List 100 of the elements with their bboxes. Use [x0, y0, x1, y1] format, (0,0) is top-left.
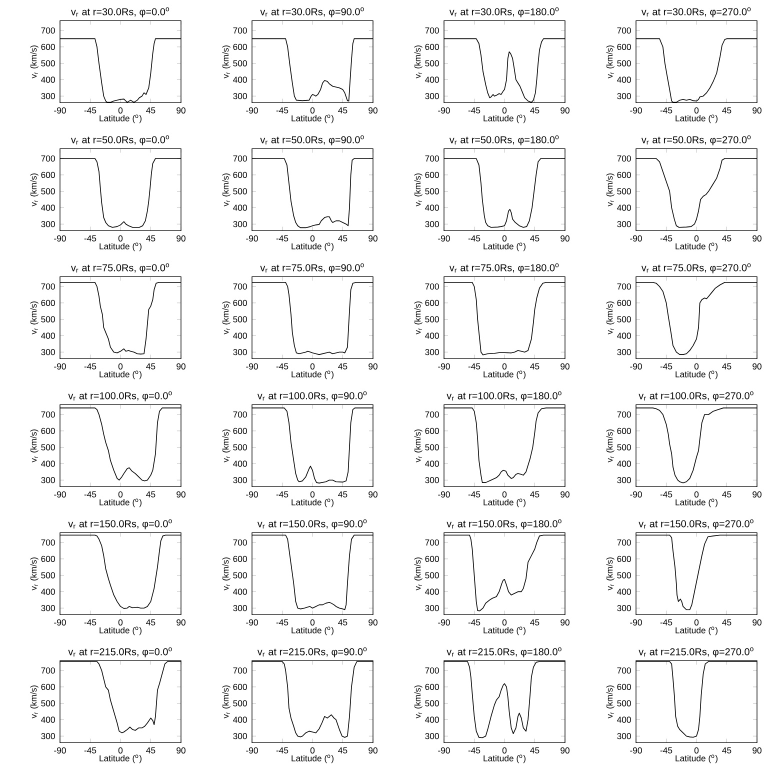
y-tick-label: 700 — [233, 667, 247, 674]
x-tick-label: -90 — [438, 235, 450, 242]
x-tick-label: -45 — [660, 235, 672, 242]
y-tick-label: 600 — [425, 172, 439, 178]
y-tick-label: 500 — [41, 316, 55, 322]
x-tick-label: -45 — [84, 235, 96, 242]
chart-title: v$_{r}$ at r=100.0Rs, φ=0.0$^{o}$ — [68, 391, 172, 402]
y-tick-label: 600 — [425, 428, 439, 434]
x-tick-label: 0 — [118, 747, 123, 754]
x-tick-label: -90 — [438, 491, 450, 498]
y-tick-label: 700 — [41, 411, 55, 418]
y-tick-label: 700 — [233, 27, 247, 34]
x-axis-title: Latitude ($^{o}$) — [100, 498, 142, 508]
x-tick-label: 90 — [368, 491, 378, 498]
y-tick-label: 700 — [41, 27, 55, 34]
x-axis-title: Latitude ($^{o}$) — [100, 754, 142, 764]
x-tick-label: -90 — [246, 747, 258, 754]
x-tick-label: 0 — [310, 619, 315, 626]
y-tick-label: 600 — [233, 684, 247, 690]
x-tick-label: -45 — [468, 107, 480, 114]
y-tick-label: 300 — [425, 221, 439, 228]
x-tick-label: -90 — [630, 747, 642, 754]
y-axis-title: v$_{r}$ (km/s) — [222, 173, 230, 206]
x-tick-label: 90 — [368, 747, 378, 754]
x-tick-label: -45 — [660, 747, 672, 754]
y-tick-label: 300 — [425, 733, 439, 740]
y-tick-label: 500 — [233, 316, 247, 322]
line-series — [252, 408, 373, 484]
y-tick-label: 600 — [233, 44, 247, 50]
y-axis-title: v$_{r}$ (km/s) — [606, 173, 614, 206]
y-tick-label: 700 — [425, 539, 439, 546]
x-tick-label: 45 — [530, 491, 540, 498]
x-tick-label: 45 — [146, 235, 156, 242]
y-tick-label: 300 — [233, 733, 247, 740]
x-tick-label: -45 — [84, 619, 96, 626]
y-tick-label: 600 — [617, 556, 631, 562]
y-tick-label: 600 — [425, 44, 439, 50]
x-axis-title: Latitude ($^{o}$) — [676, 114, 718, 124]
x-tick-label: 90 — [560, 619, 570, 626]
y-tick-label: 500 — [41, 60, 55, 66]
y-tick-label: 400 — [425, 76, 439, 83]
x-tick-label: 0 — [118, 235, 123, 242]
y-tick-label: 700 — [233, 411, 247, 418]
y-tick-label: 400 — [425, 332, 439, 339]
chart-title: v$_{r}$ at r=100.0Rs, φ=270.0$^{o}$ — [638, 391, 754, 402]
y-axis-title: v$_{r}$ (km/s) — [222, 557, 230, 590]
x-tick-label: 0 — [694, 491, 699, 498]
y-tick-label: 700 — [233, 539, 247, 546]
y-tick-label: 700 — [41, 283, 55, 290]
x-tick-label: -45 — [660, 107, 672, 114]
y-tick-label: 700 — [41, 667, 55, 674]
y-tick-label: 600 — [41, 300, 55, 306]
y-tick-label: 500 — [425, 444, 439, 450]
chart-title: v$_{r}$ at r=75.0Rs, φ=180.0$^{o}$ — [449, 263, 559, 274]
x-tick-label: 90 — [752, 491, 762, 498]
y-tick-label: 400 — [233, 76, 247, 83]
y-tick-label: 500 — [617, 572, 631, 578]
y-tick-label: 600 — [617, 300, 631, 306]
x-tick-label: 0 — [694, 363, 699, 370]
x-axis-title: Latitude ($^{o}$) — [292, 626, 334, 636]
x-axis-title: Latitude ($^{o}$) — [484, 498, 526, 508]
y-tick-label: 500 — [233, 188, 247, 194]
y-tick-label: 300 — [41, 349, 55, 356]
y-tick-label: 300 — [41, 477, 55, 484]
y-tick-label: 500 — [41, 444, 55, 450]
x-tick-label: 45 — [338, 107, 348, 114]
y-tick-label: 600 — [617, 428, 631, 434]
x-tick-label: 45 — [146, 107, 156, 114]
x-axis-title: Latitude ($^{o}$) — [484, 754, 526, 764]
x-tick-label: -45 — [84, 491, 96, 498]
x-axis-title: Latitude ($^{o}$) — [292, 754, 334, 764]
y-tick-label: 300 — [233, 477, 247, 484]
y-tick-label: 700 — [425, 155, 439, 162]
x-tick-label: -45 — [84, 747, 96, 754]
x-tick-label: -90 — [630, 619, 642, 626]
y-axis-title: v$_{r}$ (km/s) — [414, 45, 422, 78]
x-tick-label: 90 — [560, 747, 570, 754]
x-tick-label: -90 — [630, 491, 642, 498]
y-tick-label: 400 — [617, 588, 631, 595]
x-tick-label: 90 — [560, 491, 570, 498]
chart-title: v$_{r}$ at r=50.0Rs, φ=180.0$^{o}$ — [449, 135, 559, 146]
x-axis-title: Latitude ($^{o}$) — [676, 754, 718, 764]
y-tick-label: 500 — [233, 444, 247, 450]
y-tick-label: 700 — [425, 411, 439, 418]
x-tick-label: 45 — [722, 619, 732, 626]
x-axis-title: Latitude ($^{o}$) — [100, 370, 142, 380]
x-axis-title: Latitude ($^{o}$) — [676, 242, 718, 252]
y-tick-label: 600 — [41, 684, 55, 690]
y-axis-title: v$_{r}$ (km/s) — [30, 301, 38, 334]
x-tick-label: -45 — [468, 491, 480, 498]
y-axis-title: v$_{r}$ (km/s) — [222, 301, 230, 334]
x-tick-label: -90 — [246, 235, 258, 242]
x-tick-label: 0 — [502, 363, 507, 370]
y-axis-title: v$_{r}$ (km/s) — [30, 685, 38, 718]
y-tick-label: 400 — [617, 716, 631, 723]
y-tick-label: 700 — [617, 155, 631, 162]
x-tick-label: 90 — [368, 107, 378, 114]
chart-title: v$_{r}$ at r=215.0Rs, φ=90.0$^{o}$ — [257, 647, 367, 658]
x-tick-label: 45 — [722, 235, 732, 242]
x-tick-label: 45 — [338, 235, 348, 242]
